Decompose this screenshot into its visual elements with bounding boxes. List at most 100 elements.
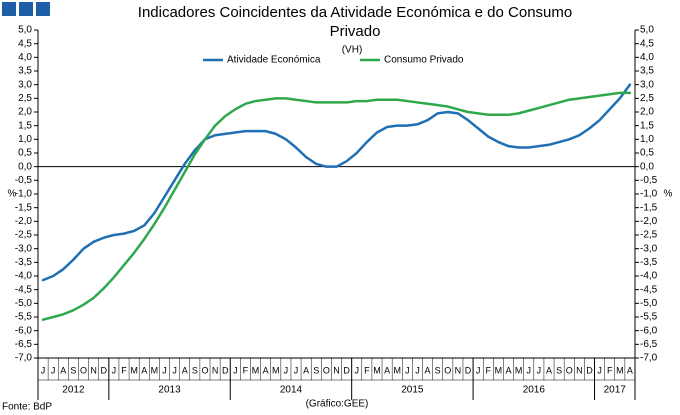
x-tick-label: J (284, 365, 289, 375)
x-tick-label: A (182, 365, 188, 375)
year-label: 2014 (280, 385, 303, 396)
y-tick-label: -3,0 (15, 243, 33, 254)
y2-tick-label: 0,0 (640, 161, 654, 172)
x-tick-label: M (151, 365, 159, 375)
year-label: 2016 (523, 385, 546, 396)
x-tick-label: A (384, 365, 390, 375)
y-tick-label: -6,5 (15, 339, 33, 350)
logo-square (36, 2, 50, 16)
x-tick-label: J (41, 365, 46, 375)
x-tick-label: J (233, 365, 238, 375)
y2-tick-label: 4,5 (640, 38, 654, 49)
y2-tick-label: 3,0 (640, 79, 654, 90)
chart-title: Privado (330, 23, 381, 40)
x-tick-label: O (323, 365, 330, 375)
y-tick-label: 2,0 (18, 107, 32, 118)
y2-tick-label: -5,5 (640, 312, 658, 323)
y-tick-label: -6,0 (15, 325, 33, 336)
x-tick-label: A (263, 365, 269, 375)
x-tick-label: N (212, 365, 219, 375)
y-tick-label: -2,5 (15, 230, 33, 241)
y-tick-label: 0,5 (18, 148, 32, 159)
legend-label: Consumo Privado (384, 55, 464, 66)
x-tick-label: M (272, 365, 280, 375)
chart-title: Indicadores Coincidentes da Atividade Ec… (138, 4, 572, 21)
y-tick-label: 3,0 (18, 79, 32, 90)
legend-label: Atividade Económica (227, 55, 321, 66)
y-tick-label: -0,5 (15, 175, 33, 186)
x-tick-label: A (627, 365, 633, 375)
y2-tick-label: -2,0 (640, 216, 658, 227)
y2-tick-label: 4,0 (640, 52, 654, 63)
y-tick-label: 1,0 (18, 134, 32, 145)
credit: (Gráfico:GEE) (306, 399, 369, 410)
x-tick-label: J (354, 365, 359, 375)
y2-tick-label: -5,0 (640, 298, 658, 309)
y-tick-label: -1,0 (15, 189, 33, 200)
x-tick-label: J (597, 365, 602, 375)
y-tick-label: 2,5 (18, 93, 32, 104)
y2-tick-label: -4,0 (640, 271, 658, 282)
x-tick-label: J (405, 365, 410, 375)
y2-tick-label: -7,0 (640, 353, 658, 364)
y2-tick-label: -6,5 (640, 339, 658, 350)
y2-tick-label: 1,0 (640, 134, 654, 145)
y2-tick-label: -1,5 (640, 202, 658, 213)
y-tick-label: 0,0 (18, 161, 32, 172)
x-tick-label: O (566, 365, 573, 375)
x-tick-label: S (192, 365, 198, 375)
x-tick-label: F (607, 365, 613, 375)
y-tick-label: -3,5 (15, 257, 33, 268)
series-line (41, 83, 632, 282)
series-line (41, 91, 632, 321)
x-tick-label: A (546, 365, 552, 375)
x-tick-label: J (415, 365, 420, 375)
y-tick-label: -5,5 (15, 312, 33, 323)
x-tick-label: M (393, 365, 401, 375)
y-tick-label: -2,0 (15, 216, 33, 227)
x-tick-label: J (162, 365, 167, 375)
x-tick-label: J (527, 365, 532, 375)
x-tick-label: F (121, 365, 127, 375)
x-tick-label: J (51, 365, 56, 375)
x-tick-label: F (486, 365, 492, 375)
y2-tick-label: -2,5 (640, 230, 658, 241)
y2-tick-label: 0,5 (640, 148, 654, 159)
x-tick-label: F (243, 365, 249, 375)
year-label: 2015 (401, 385, 424, 396)
y-tick-label: -5,0 (15, 298, 33, 309)
x-tick-label: S (313, 365, 319, 375)
x-tick-label: A (303, 365, 309, 375)
x-tick-label: A (425, 365, 431, 375)
x-tick-label: J (172, 365, 177, 375)
x-tick-label: M (515, 365, 523, 375)
x-tick-label: J (537, 365, 542, 375)
y2-tick-label: -4,5 (640, 284, 658, 295)
y-tick-label: 3,5 (18, 66, 32, 77)
y2-tick-label: -6,0 (640, 325, 658, 336)
x-tick-label: S (70, 365, 76, 375)
y2-tick-label: -0,5 (640, 175, 658, 186)
y-tick-label: 4,0 (18, 52, 32, 63)
x-tick-label: N (455, 365, 462, 375)
y2-tick-label: 3,5 (640, 66, 654, 77)
x-tick-label: M (616, 365, 624, 375)
x-tick-label: O (444, 365, 451, 375)
x-tick-label: J (476, 365, 481, 375)
y-tick-label: 1,5 (18, 120, 32, 131)
x-tick-label: M (495, 365, 503, 375)
x-tick-label: D (101, 365, 108, 375)
x-tick-label: O (201, 365, 208, 375)
x-tick-label: A (506, 365, 512, 375)
x-tick-label: D (222, 365, 229, 375)
y2-tick-label: -3,0 (640, 243, 658, 254)
x-tick-label: O (80, 365, 87, 375)
source: Fonte: BdP (2, 402, 52, 413)
y-axis-label: % (8, 189, 17, 200)
y2-tick-label: 5,0 (640, 25, 654, 36)
x-tick-label: N (90, 365, 97, 375)
logo-square (19, 2, 33, 16)
x-tick-label: D (465, 365, 472, 375)
x-tick-label: A (141, 365, 147, 375)
